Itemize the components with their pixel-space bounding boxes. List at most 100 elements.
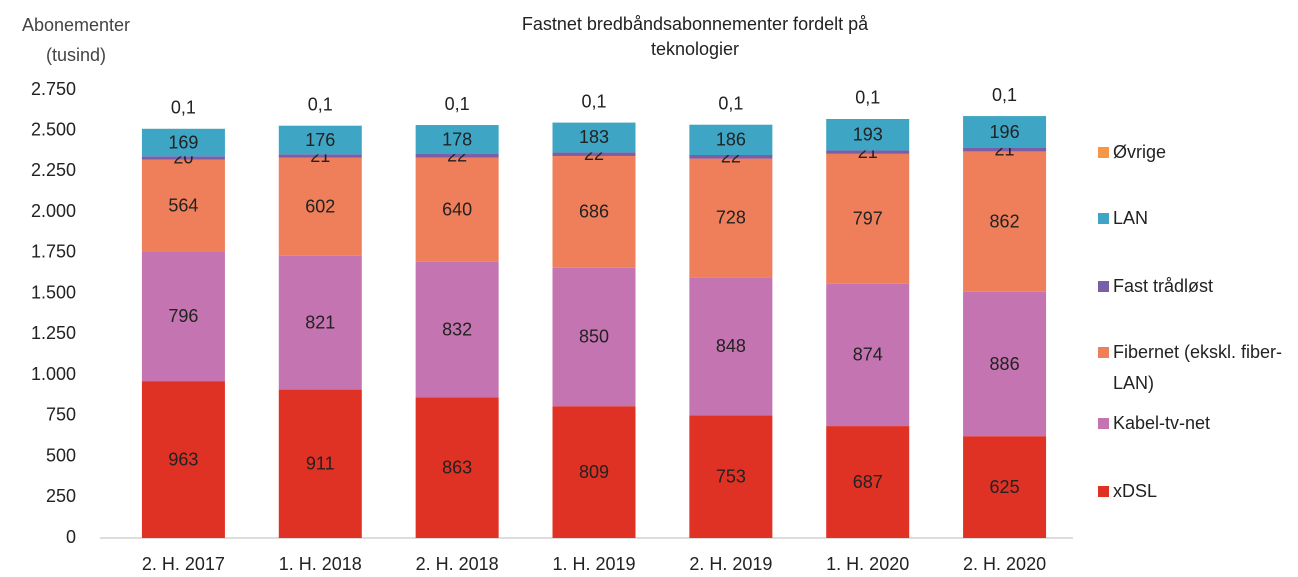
bar-segment — [963, 436, 1047, 538]
data-label: 753 — [716, 466, 746, 486]
bar-segment — [415, 157, 499, 262]
data-label: 911 — [306, 454, 335, 474]
data-label: 687 — [853, 472, 883, 492]
data-label: 0,1 — [718, 93, 743, 113]
y-tick-label: 1.000 — [31, 364, 76, 384]
bar-segment — [141, 159, 225, 252]
legend-label: LAN — [1113, 208, 1149, 228]
data-label: 0,1 — [308, 94, 333, 114]
data-label: 874 — [853, 345, 883, 365]
legend-label: Fast trådløst — [1113, 276, 1214, 296]
data-label: 686 — [579, 202, 609, 222]
bar-segment — [689, 277, 773, 416]
x-tick-label: 2. H. 2020 — [963, 554, 1046, 574]
data-label: 178 — [442, 129, 472, 149]
y-tick-label: 2.000 — [31, 201, 76, 221]
y-tick-label: 1.750 — [31, 242, 76, 262]
bar-segment — [552, 267, 636, 407]
bar-segment — [826, 118, 910, 151]
data-label: 862 — [990, 211, 1020, 231]
data-label: 169 — [168, 132, 198, 152]
bar-segment — [278, 157, 362, 256]
legend-item: Øvrige — [1098, 137, 1288, 168]
y-tick-label: 2.250 — [31, 160, 76, 180]
legend-swatch — [1098, 347, 1109, 358]
bar-segment — [415, 154, 499, 158]
data-label: 0,1 — [581, 91, 606, 111]
bar-segment — [826, 153, 910, 284]
legend-swatch — [1098, 418, 1109, 429]
legend-swatch — [1098, 281, 1109, 292]
data-label: 0,1 — [445, 94, 470, 114]
bar-segment — [552, 155, 636, 268]
data-label: 602 — [305, 197, 335, 217]
y-tick-label: 1.250 — [31, 323, 76, 343]
data-label: 848 — [716, 336, 746, 356]
data-label: 0,1 — [171, 98, 196, 118]
data-label: 886 — [990, 354, 1020, 374]
bar-segment — [415, 261, 499, 398]
data-label: 176 — [305, 130, 335, 150]
y-tick-label: 1.500 — [31, 282, 76, 302]
data-label: 863 — [442, 457, 472, 477]
bar-segment — [278, 125, 362, 155]
data-label: 186 — [716, 130, 746, 150]
legend-item: xDSL — [1098, 476, 1288, 507]
bar-segment — [278, 255, 362, 390]
bar-segment — [278, 389, 362, 538]
bar-segment — [141, 156, 225, 160]
y-axis-label: Abonementer (tusind) — [21, 15, 131, 65]
legend-item: LAN — [1098, 203, 1288, 234]
x-tick-label: 2. H. 2019 — [689, 554, 772, 574]
bar-segment — [141, 381, 225, 538]
bar-segment — [689, 124, 773, 156]
bar-segment — [415, 125, 499, 155]
bar-segment — [141, 128, 225, 157]
x-tick-label: 1. H. 2020 — [826, 554, 909, 574]
y-tick-label: 250 — [46, 486, 76, 506]
data-label: 183 — [579, 127, 609, 147]
bar-segment — [415, 397, 499, 538]
data-label: 850 — [579, 327, 609, 347]
x-tick-label: 2. H. 2017 — [142, 554, 225, 574]
bar-segment — [963, 116, 1047, 148]
y-tick-label: 750 — [46, 405, 76, 425]
chart-title: Fastnet bredbåndsabonnementer fordelt på… — [521, 14, 869, 59]
data-label: 963 — [168, 449, 198, 469]
bar-segment — [552, 406, 636, 538]
data-label: 797 — [853, 209, 883, 229]
bar-segment — [552, 122, 636, 153]
data-label: 809 — [579, 462, 609, 482]
bar-segment — [963, 291, 1047, 437]
y-tick-label: 2.500 — [31, 119, 76, 139]
x-tick-label: 1. H. 2019 — [552, 554, 635, 574]
data-label: 0,1 — [992, 85, 1017, 105]
data-label: 196 — [990, 122, 1020, 142]
data-label: 625 — [990, 477, 1020, 497]
legend-swatch — [1098, 213, 1109, 224]
y-tick-label: 2.750 — [31, 79, 76, 99]
data-label: 832 — [442, 319, 472, 339]
data-label: 564 — [168, 195, 198, 215]
bar-segment — [278, 154, 362, 158]
bar-segment — [689, 158, 773, 278]
data-label: 193 — [853, 124, 883, 144]
x-tick-label: 1. H. 2018 — [279, 554, 362, 574]
x-tick-label: 2. H. 2018 — [416, 554, 499, 574]
bar-segment — [963, 151, 1047, 292]
bar-segment — [552, 152, 636, 156]
legend-item: Fast trådløst — [1098, 271, 1288, 302]
legend-swatch — [1098, 486, 1109, 497]
bar-segment — [963, 147, 1047, 152]
bar-segment — [826, 150, 910, 154]
legend-label: Kabel-tv-net — [1113, 413, 1211, 433]
legend-label: Fibernet (ekskl. fiber-LAN) — [1113, 342, 1283, 393]
data-label: 728 — [716, 208, 746, 228]
legend-item: Fibernet (ekskl. fiber-LAN) — [1098, 337, 1288, 399]
bar-segment — [141, 251, 225, 382]
bar-segment — [689, 155, 773, 159]
y-tick-label: 0 — [66, 527, 76, 547]
legend-swatch — [1098, 147, 1109, 158]
